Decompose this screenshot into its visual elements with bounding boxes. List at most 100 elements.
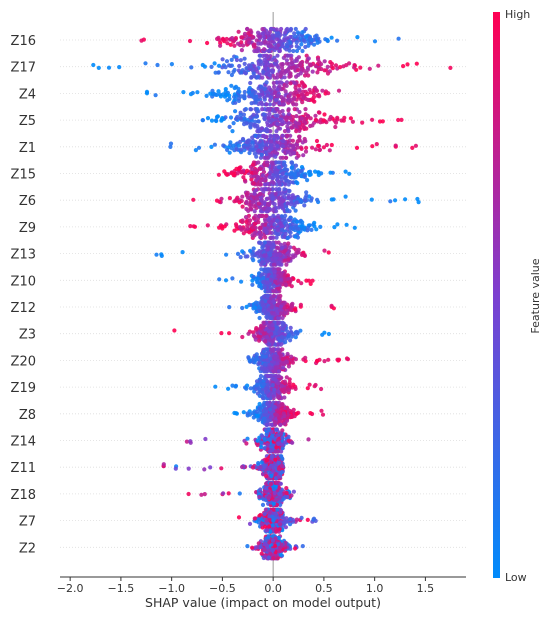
point	[227, 150, 232, 155]
point	[275, 143, 280, 149]
point	[278, 342, 283, 347]
point	[300, 48, 305, 54]
point	[242, 31, 248, 36]
point	[236, 143, 242, 148]
point	[295, 331, 300, 336]
point	[288, 40, 293, 46]
point	[283, 30, 288, 35]
point	[228, 42, 233, 47]
point	[294, 200, 299, 205]
point	[396, 36, 401, 41]
point	[245, 436, 250, 441]
point	[265, 442, 270, 447]
point	[313, 117, 318, 122]
point	[257, 58, 262, 63]
point	[283, 175, 288, 180]
point	[246, 31, 251, 36]
point	[302, 203, 307, 208]
point	[242, 122, 247, 127]
point	[298, 169, 304, 174]
point	[188, 440, 193, 445]
point	[186, 491, 191, 497]
point	[273, 150, 278, 155]
point	[172, 328, 177, 333]
point	[370, 117, 375, 122]
point	[287, 143, 292, 148]
point	[292, 97, 297, 102]
point	[275, 121, 280, 126]
point	[297, 83, 302, 88]
point	[264, 213, 269, 218]
point	[280, 323, 286, 328]
point	[254, 114, 259, 119]
point	[227, 124, 232, 129]
point	[280, 456, 285, 461]
point	[354, 145, 360, 150]
point	[264, 458, 270, 463]
point	[317, 147, 323, 152]
point	[285, 494, 290, 499]
point	[239, 279, 244, 284]
point	[256, 148, 261, 153]
point	[279, 383, 285, 388]
point	[250, 135, 255, 140]
point	[261, 349, 266, 354]
point	[281, 138, 286, 143]
point	[299, 116, 304, 121]
point	[204, 93, 209, 98]
point	[295, 30, 300, 35]
point	[265, 181, 270, 186]
point	[294, 517, 299, 522]
point	[345, 357, 351, 362]
point	[286, 241, 291, 246]
point	[256, 201, 261, 206]
point	[264, 422, 269, 427]
points-layer	[91, 26, 453, 561]
point	[220, 65, 225, 70]
point	[278, 304, 284, 309]
point	[208, 91, 213, 96]
point	[299, 80, 304, 85]
point	[305, 178, 310, 183]
point	[267, 111, 272, 116]
point	[297, 45, 302, 51]
point	[261, 34, 266, 40]
point	[285, 201, 290, 206]
point	[245, 254, 250, 259]
point	[248, 386, 253, 391]
point	[284, 155, 289, 160]
point	[314, 227, 319, 232]
point	[290, 222, 295, 227]
point	[256, 41, 261, 46]
point	[352, 225, 357, 230]
point	[226, 70, 231, 75]
point	[285, 329, 290, 334]
point	[271, 207, 276, 212]
point	[248, 147, 253, 152]
point	[220, 57, 225, 62]
point	[329, 303, 334, 308]
point	[216, 63, 222, 68]
point	[232, 67, 237, 73]
point	[272, 404, 277, 409]
point	[215, 114, 220, 119]
point	[308, 281, 313, 286]
point	[288, 34, 293, 40]
point	[320, 88, 325, 93]
point	[272, 202, 277, 207]
point	[168, 141, 174, 146]
point	[289, 165, 294, 170]
point	[265, 293, 270, 299]
point	[269, 44, 274, 49]
point	[310, 145, 315, 150]
point	[276, 126, 281, 131]
point	[336, 358, 341, 363]
point	[252, 151, 257, 156]
point	[307, 382, 312, 387]
point	[212, 61, 217, 66]
point	[273, 58, 278, 63]
point	[403, 197, 408, 202]
point	[322, 248, 327, 253]
point	[253, 100, 258, 105]
point	[265, 280, 270, 285]
